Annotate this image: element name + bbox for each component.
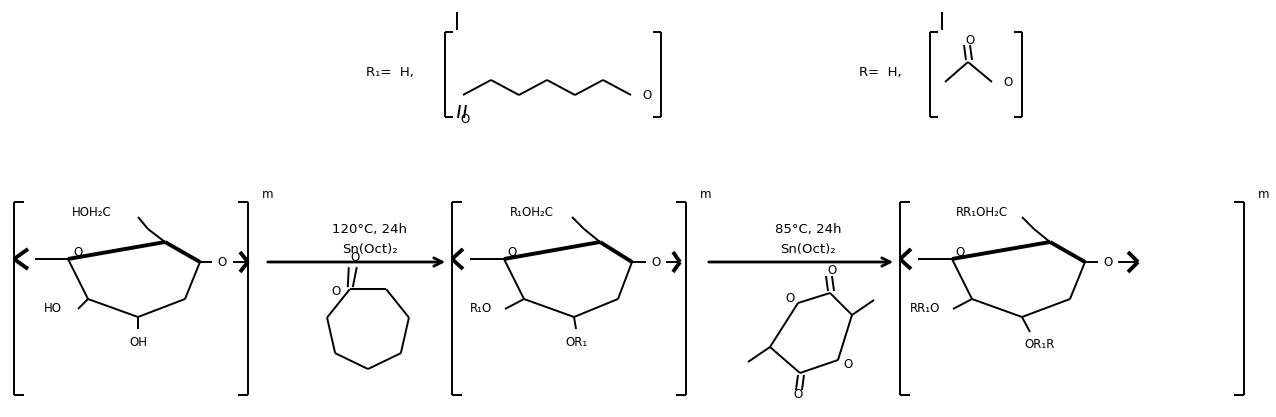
Text: R₁=  H,: R₁= H, [366,65,413,78]
Text: R₁O: R₁O [470,302,493,316]
Text: O: O [508,246,517,259]
Text: HOH₂C: HOH₂C [73,206,112,219]
Text: R₁OH₂C: R₁OH₂C [510,206,554,219]
Text: O: O [642,88,652,101]
Text: OH: OH [129,336,147,349]
Text: RR₁OH₂C: RR₁OH₂C [956,206,1008,219]
Text: O: O [461,113,470,126]
Text: Sn(Oct)₂: Sn(Oct)₂ [780,243,836,256]
Text: O: O [74,246,83,259]
Text: 120°C, 24h: 120°C, 24h [333,223,407,236]
Text: OR₁R: OR₁R [1025,339,1055,352]
Text: 85°C, 24h: 85°C, 24h [775,223,841,236]
Text: O: O [332,285,341,298]
Text: O: O [1003,75,1013,88]
Text: O: O [794,389,803,402]
Text: O: O [785,291,795,304]
Text: O: O [827,264,837,277]
Text: O: O [217,256,227,269]
Text: R=  H,: R= H, [859,65,901,78]
Text: O: O [1104,256,1113,269]
Text: O: O [956,246,965,259]
Text: O: O [651,256,661,269]
Text: OR₁: OR₁ [565,336,587,349]
Text: m: m [1258,188,1270,201]
Text: O: O [350,251,360,264]
Text: m: m [262,188,273,201]
Text: RR₁O: RR₁O [910,302,940,316]
Text: m: m [701,188,712,201]
Text: O: O [966,33,975,47]
Text: O: O [843,359,852,372]
Text: HO: HO [43,302,63,316]
Text: Sn(Oct)₂: Sn(Oct)₂ [342,243,398,256]
